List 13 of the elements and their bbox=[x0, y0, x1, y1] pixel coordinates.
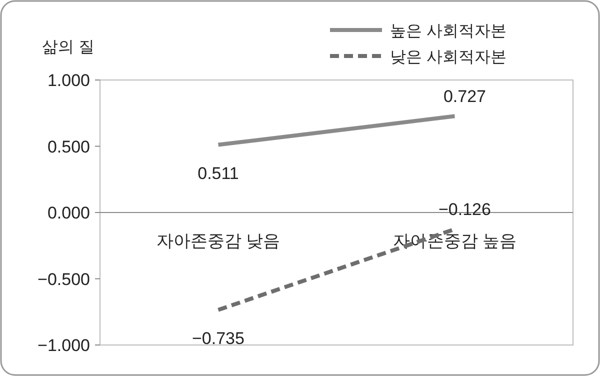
data-label: −0.126 bbox=[438, 200, 491, 220]
y-tick-label: 0.000 bbox=[47, 204, 90, 222]
data-label: −0.735 bbox=[192, 328, 244, 348]
y-axis-title: 삶의 질 bbox=[42, 39, 94, 56]
data-label: 0.511 bbox=[198, 164, 239, 183]
y-tick-label: 0.500 bbox=[47, 137, 90, 156]
legend-label: 낮은 사회적자본 bbox=[390, 49, 506, 66]
x-tick-label: 자아존중감 낮음 bbox=[156, 232, 280, 250]
y-tick-label: −1.000 bbox=[38, 336, 90, 355]
y-tick-label: −0.500 bbox=[38, 270, 90, 289]
legend-label: 높은 사회적자본 bbox=[390, 23, 506, 40]
y-tick-label: 1.000 bbox=[47, 71, 90, 90]
data-label: 0.727 bbox=[443, 87, 486, 106]
